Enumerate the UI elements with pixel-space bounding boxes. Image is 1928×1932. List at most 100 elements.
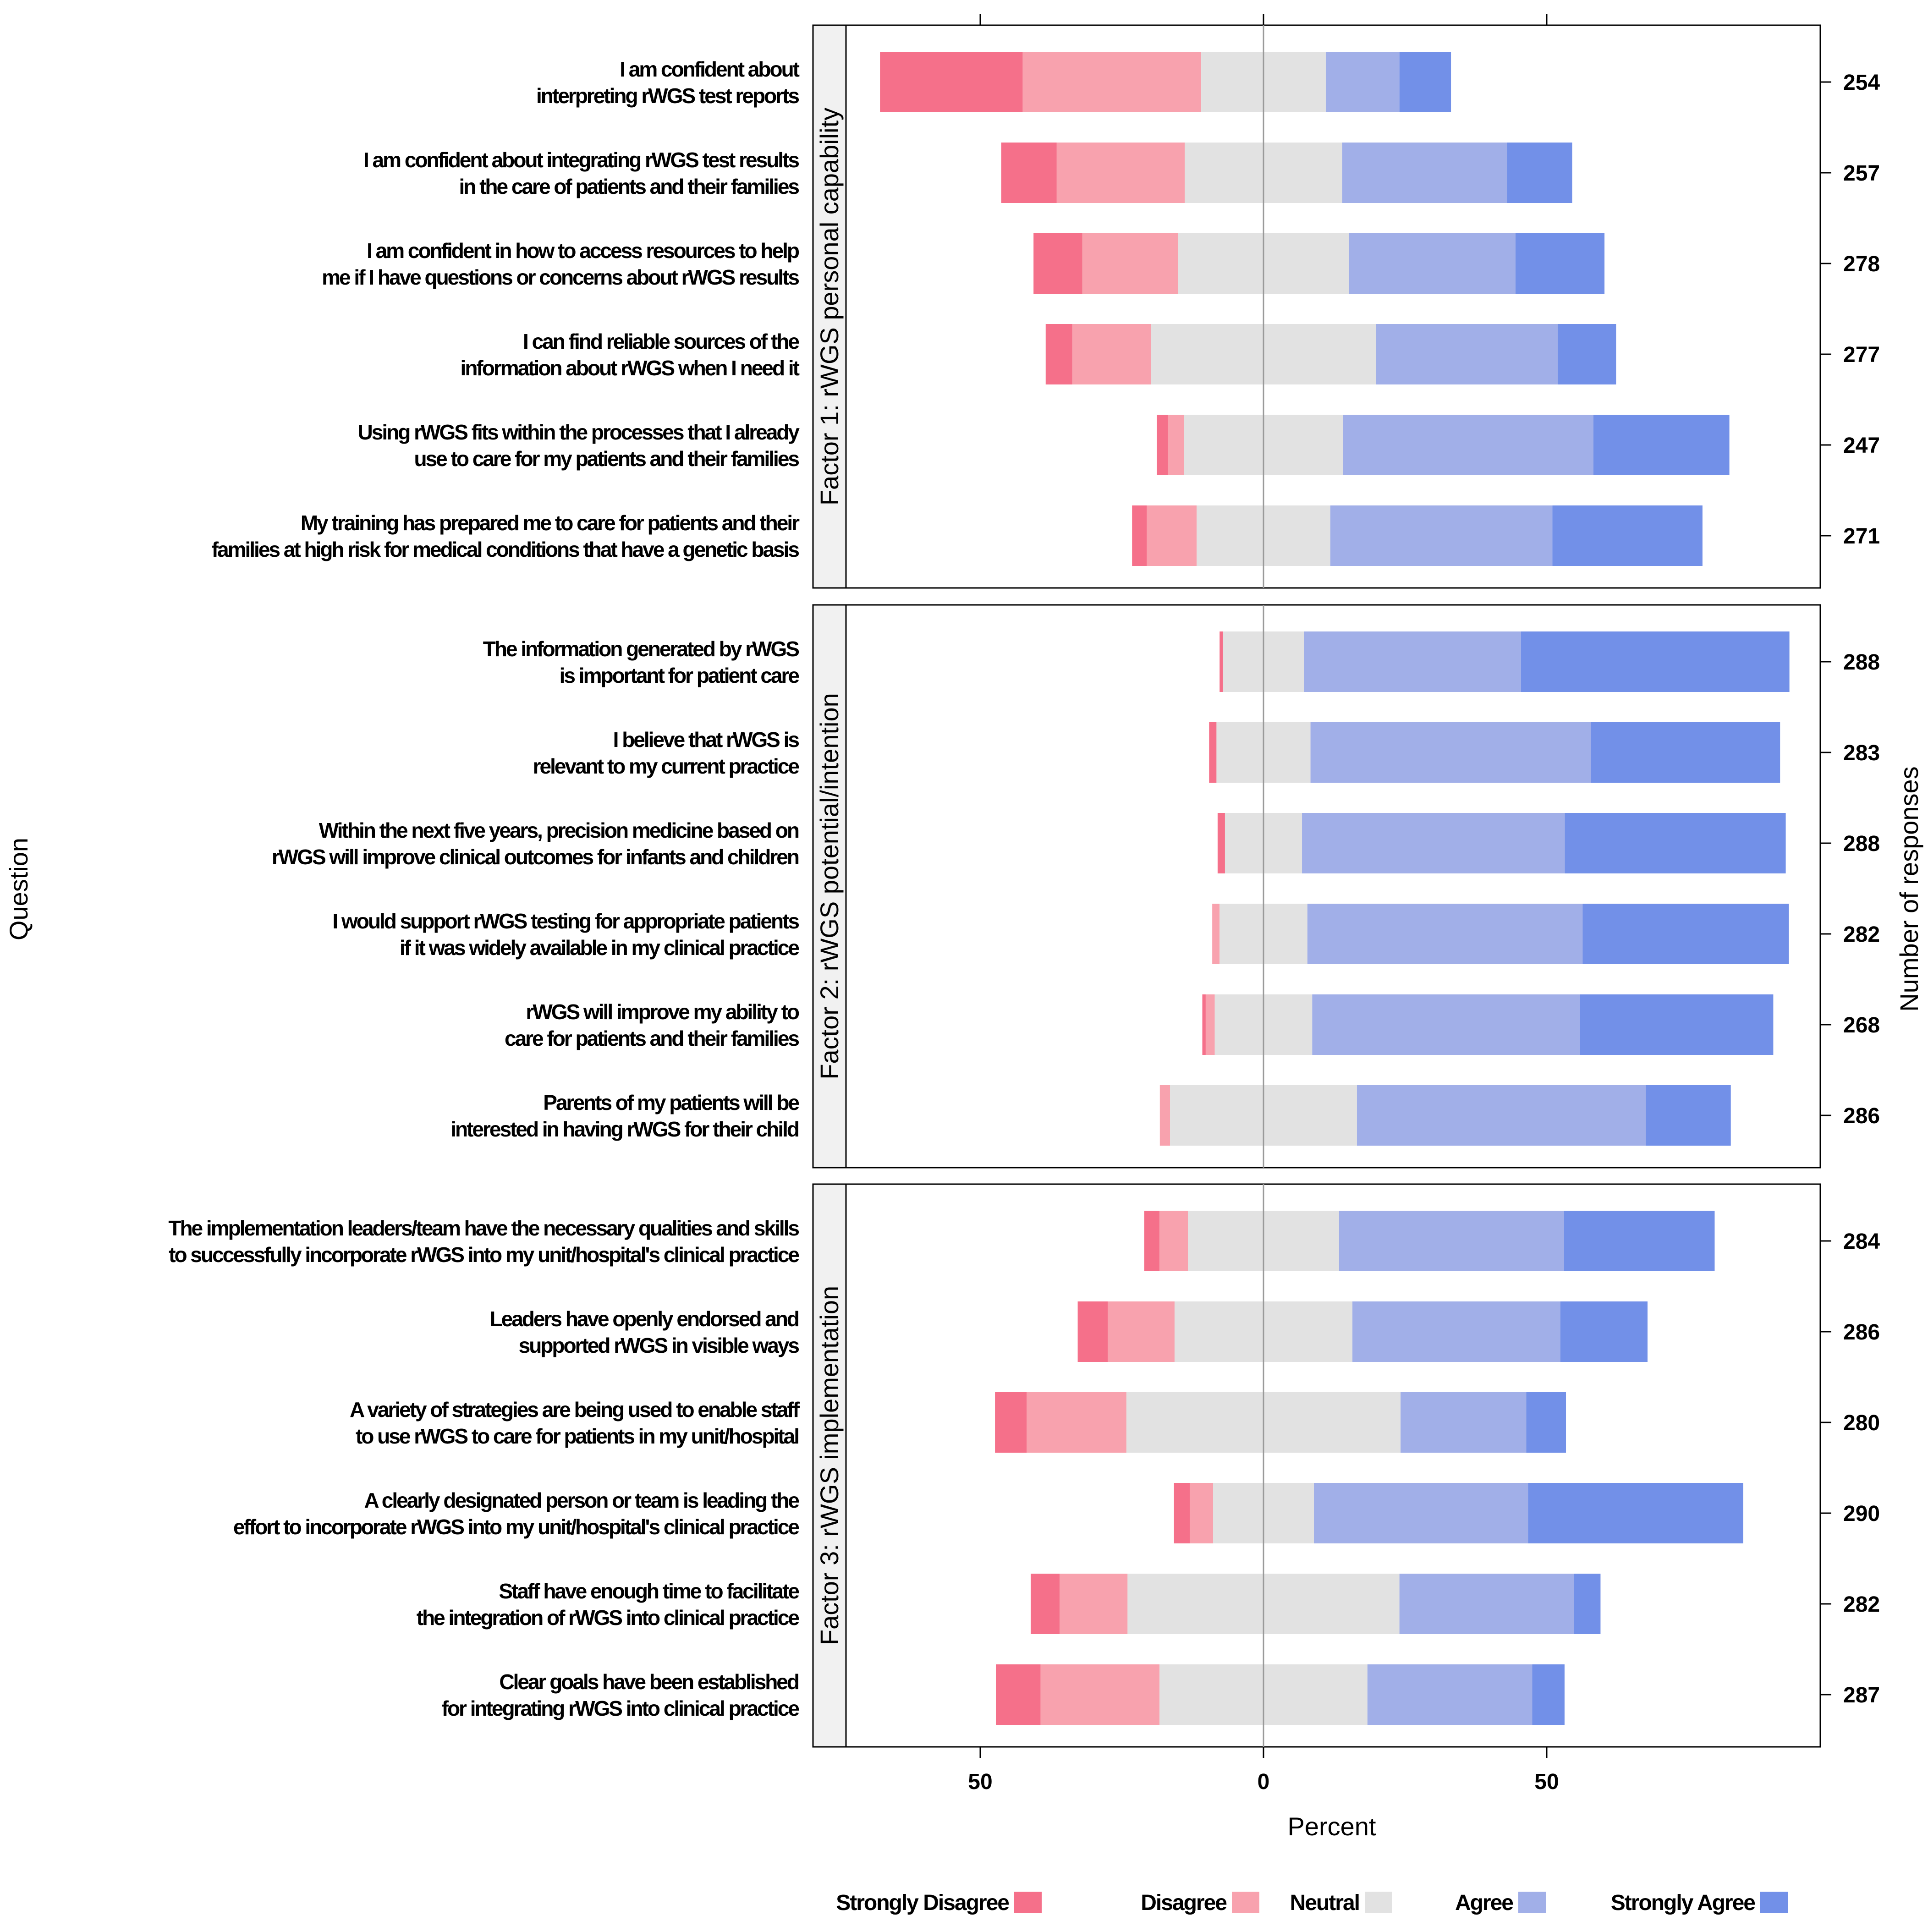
y-axis-title: Question xyxy=(4,838,33,940)
bar-strongly-agree xyxy=(1552,505,1703,566)
question-label-line: use to care for my patients and their fa… xyxy=(414,447,799,471)
panel-frame xyxy=(812,24,1821,589)
question-label-line: Within the next five years, precision me… xyxy=(319,818,799,842)
response-count: 277 xyxy=(1843,343,1880,367)
question-label-line: for integrating rWGS into clinical pract… xyxy=(442,1696,800,1720)
response-count: 254 xyxy=(1843,71,1880,95)
bar-strongly-disagree xyxy=(1217,813,1225,873)
bar-agree xyxy=(1357,1085,1646,1146)
bar-disagree xyxy=(1190,1483,1213,1543)
bar-strongly-disagree xyxy=(1077,1301,1108,1362)
bar-agree xyxy=(1339,1211,1564,1271)
bar-strongly-agree xyxy=(1646,1085,1731,1146)
panel-3: Factor 3: rWGS implementation The impleme… xyxy=(168,1183,1880,1748)
legend-label: Agree xyxy=(1455,1891,1513,1915)
bar-disagree xyxy=(1022,52,1202,112)
bar-strongly-agree xyxy=(1399,52,1451,112)
panel-strip xyxy=(812,604,847,1169)
bar-agree xyxy=(1312,994,1580,1055)
panels-group: Factor 1: rWGS personal capability I am c… xyxy=(168,24,1880,1748)
response-count: 286 xyxy=(1843,1104,1880,1128)
question-label: Clear goals have been established for int… xyxy=(442,1670,800,1720)
legend-swatch xyxy=(1760,1892,1788,1913)
question-label-line: the integration of rWGS into clinical pr… xyxy=(417,1606,800,1630)
question-row: Staff have enough time to facilitate the … xyxy=(417,1574,1880,1634)
question-label-line: I can find reliable sources of the xyxy=(523,329,799,353)
bar-disagree xyxy=(1159,1211,1188,1271)
bar-strongly-agree xyxy=(1528,1483,1743,1543)
question-label-line: A clearly designated person or team is l… xyxy=(364,1488,799,1512)
response-count: 283 xyxy=(1843,741,1880,765)
question-label: I am confident about interpreting rWGS te… xyxy=(536,57,800,108)
bar-disagree xyxy=(1147,505,1197,566)
question-label-line: I am confident in how to access resource… xyxy=(367,239,799,263)
question-label: I believe that rWGS is relevant to my cur… xyxy=(533,728,800,778)
question-label-line: My training has prepared me to care for … xyxy=(301,511,800,535)
question-label-line: effort to incorporate rWGS into my unit/… xyxy=(233,1515,800,1539)
x-tick-label: 50 xyxy=(1534,1770,1559,1794)
question-label: I am confident in how to access resource… xyxy=(322,239,799,289)
bar-disagree xyxy=(1027,1392,1126,1453)
panel-1: Factor 1: rWGS personal capability I am c… xyxy=(212,24,1880,589)
question-row: I would support rWGS testing for appropr… xyxy=(332,904,1880,964)
bar-strongly-disagree xyxy=(1202,994,1206,1055)
response-count: 278 xyxy=(1843,252,1880,276)
bar-strongly-disagree xyxy=(1045,324,1072,384)
bar-disagree xyxy=(1168,415,1184,475)
question-label: Within the next five years, precision me… xyxy=(272,818,799,869)
legend: Strongly Disagree Disagree Neutral Agree Str… xyxy=(836,1891,1788,1915)
bar-agree xyxy=(1399,1574,1574,1634)
bar-strongly-agree xyxy=(1521,631,1790,692)
legend-label: Disagree xyxy=(1141,1891,1227,1915)
x-tick-label: 50 xyxy=(968,1770,992,1794)
question-label: The implementation leaders/team have the… xyxy=(168,1216,799,1267)
panel-strip-title: Factor 3: rWGS implementation xyxy=(815,1286,844,1645)
question-label: Using rWGS fits within the processes tha… xyxy=(358,420,800,471)
bar-agree xyxy=(1330,505,1553,566)
question-row: Clear goals have been established for int… xyxy=(442,1664,1880,1725)
question-label-line: rWGS will improve clinical outcomes for … xyxy=(272,845,799,869)
legend-swatch xyxy=(1518,1892,1546,1913)
bar-agree xyxy=(1367,1664,1533,1725)
bar-agree xyxy=(1401,1392,1527,1453)
x-tick-label: 0 xyxy=(1258,1770,1270,1794)
response-count: 288 xyxy=(1843,832,1880,856)
question-label: I would support rWGS testing for appropr… xyxy=(332,909,799,960)
question-row: The implementation leaders/team have the… xyxy=(168,1211,1880,1271)
bar-strongly-disagree xyxy=(1209,722,1217,783)
bar-agree xyxy=(1349,233,1516,294)
bar-disagree xyxy=(1205,994,1215,1055)
bar-agree xyxy=(1376,324,1558,384)
legend-swatch xyxy=(1014,1892,1042,1913)
question-row: rWGS will improve my ability to care for … xyxy=(505,994,1880,1055)
question-label-line: interested in having rWGS for their chil… xyxy=(450,1117,799,1141)
bar-strongly-agree xyxy=(1526,1392,1566,1453)
question-label-line: care for patients and their families xyxy=(505,1026,799,1050)
response-count: 284 xyxy=(1843,1229,1880,1254)
question-label: The information generated by rWGS is impo… xyxy=(483,637,800,687)
bar-agree xyxy=(1342,143,1507,203)
question-label: Staff have enough time to facilitate the … xyxy=(417,1579,800,1630)
response-count: 286 xyxy=(1843,1320,1880,1345)
panel-frame xyxy=(812,1183,1821,1748)
question-label-line: Leaders have openly endorsed and xyxy=(490,1307,799,1331)
question-label-line: I am confident about xyxy=(620,57,799,81)
bar-strongly-agree xyxy=(1565,813,1786,873)
question-label: A variety of strategies are being used t… xyxy=(350,1398,800,1448)
response-count: 247 xyxy=(1843,434,1880,458)
question-label-line: interpreting rWGS test reports xyxy=(536,84,799,108)
bar-strongly-disagree xyxy=(1031,1574,1060,1634)
question-label: I can find reliable sources of the inform… xyxy=(461,329,800,380)
response-count: 282 xyxy=(1843,922,1880,947)
bar-strongly-agree xyxy=(1507,143,1572,203)
response-count: 280 xyxy=(1843,1411,1880,1435)
bar-strongly-disagree xyxy=(880,52,1023,112)
bar-strongly-disagree xyxy=(1033,233,1082,294)
question-label-line: Using rWGS fits within the processes tha… xyxy=(358,420,800,444)
question-label-line: rWGS will improve my ability to xyxy=(526,1000,799,1024)
panel-2: Factor 2: rWGS potential/intention The in… xyxy=(272,604,1880,1169)
bar-disagree xyxy=(1212,904,1220,964)
panel-strip-title: Factor 2: rWGS potential/intention xyxy=(815,693,844,1080)
question-label-line: me if I have questions or concerns about… xyxy=(322,265,799,289)
response-count: 290 xyxy=(1843,1502,1880,1526)
